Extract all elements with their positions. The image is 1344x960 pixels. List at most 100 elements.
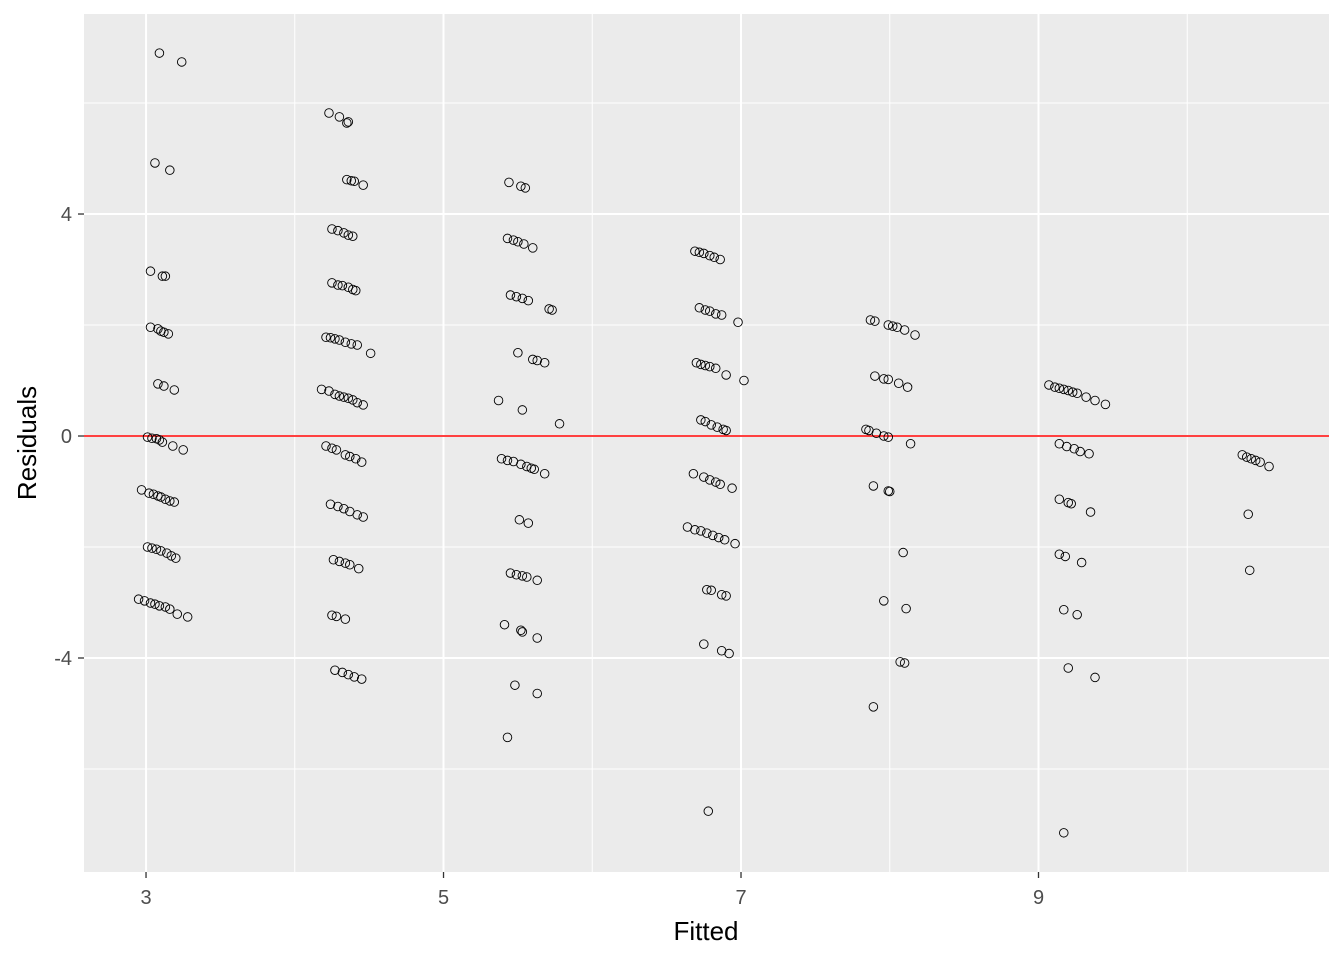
data-point [699, 472, 709, 482]
data-point [339, 392, 349, 402]
data-point [887, 321, 898, 331]
data-point [1237, 450, 1248, 460]
data-point [1081, 392, 1091, 402]
data-point [150, 599, 160, 609]
data-point [1241, 452, 1252, 462]
minor-gridlines [84, 14, 1329, 872]
data-point [733, 317, 743, 327]
data-point [496, 454, 507, 464]
data-point [532, 355, 542, 366]
data-point [343, 117, 354, 127]
data-point [333, 280, 343, 290]
data-point [707, 530, 718, 541]
data-point [696, 359, 706, 370]
data-point [528, 354, 538, 365]
data-point [1062, 441, 1072, 452]
data-point [1075, 446, 1085, 457]
data-point [331, 445, 342, 455]
data-point [340, 337, 351, 347]
data-point [330, 334, 340, 344]
data-point [517, 627, 528, 637]
data-point [901, 603, 911, 614]
y-tick-label: -4 [54, 648, 72, 670]
data-point [539, 357, 550, 368]
data-point [517, 571, 528, 581]
data-point [517, 293, 528, 304]
data-point [702, 528, 712, 538]
data-point [343, 393, 354, 404]
data-point [349, 176, 360, 187]
data-point [334, 556, 345, 567]
data-point [169, 497, 180, 507]
data-point [898, 547, 908, 558]
data-point [156, 492, 166, 502]
data-point [716, 310, 727, 320]
data-point [321, 332, 331, 342]
data-point [688, 468, 699, 479]
data-point [1243, 509, 1253, 520]
data-point [343, 669, 354, 680]
data-point [529, 464, 540, 475]
data-point [523, 295, 534, 306]
data-point [513, 348, 523, 358]
data-point [1085, 507, 1096, 517]
data-point [342, 118, 352, 128]
data-point [142, 432, 153, 442]
data-point [156, 546, 166, 556]
data-point [331, 611, 342, 622]
data-point [340, 450, 351, 460]
data-point [691, 357, 702, 368]
data-point [727, 483, 737, 493]
data-point [171, 553, 181, 563]
x-tick-label: 9 [1033, 887, 1044, 909]
data-point [1072, 388, 1082, 399]
y-tick-label: 0 [61, 426, 72, 448]
data-point [893, 378, 904, 389]
data-point [879, 431, 889, 441]
data-point [340, 614, 351, 624]
data-point [1072, 609, 1082, 620]
data-point [532, 688, 542, 699]
data-point [153, 324, 163, 334]
data-point [144, 488, 154, 498]
data-point [334, 335, 345, 345]
data-point [356, 674, 367, 684]
data-point [539, 468, 550, 479]
data-point [327, 443, 337, 453]
data-points [133, 48, 1274, 838]
data-point [333, 225, 343, 236]
data-point [724, 648, 734, 659]
data-point [154, 601, 165, 611]
data-point [715, 254, 725, 265]
data-point [899, 325, 910, 335]
data-point [502, 732, 513, 743]
data-point [905, 439, 916, 449]
data-point [337, 667, 348, 678]
data-point [895, 657, 905, 667]
data-point [865, 315, 876, 325]
y-axis-title: Residuals [12, 386, 42, 500]
data-point [1264, 461, 1274, 472]
y-tick-label: 4 [61, 204, 72, 226]
data-point [705, 475, 715, 485]
data-point [330, 389, 340, 400]
data-point [334, 391, 345, 401]
x-axis-title: Fitted [673, 916, 738, 946]
data-point [1069, 444, 1079, 454]
data-point [883, 320, 894, 330]
data-point [522, 572, 532, 582]
data-point [885, 486, 895, 497]
data-point [168, 441, 178, 451]
data-point [1084, 449, 1094, 459]
data-point [705, 361, 715, 372]
data-point [153, 379, 163, 389]
data-point [324, 386, 334, 396]
x-tick-label: 5 [438, 887, 449, 909]
data-point [694, 247, 705, 258]
data-point [358, 180, 368, 190]
data-point [145, 598, 156, 608]
data-point [1067, 387, 1078, 397]
data-point [712, 422, 722, 432]
data-point [356, 457, 367, 467]
data-point [348, 231, 358, 241]
